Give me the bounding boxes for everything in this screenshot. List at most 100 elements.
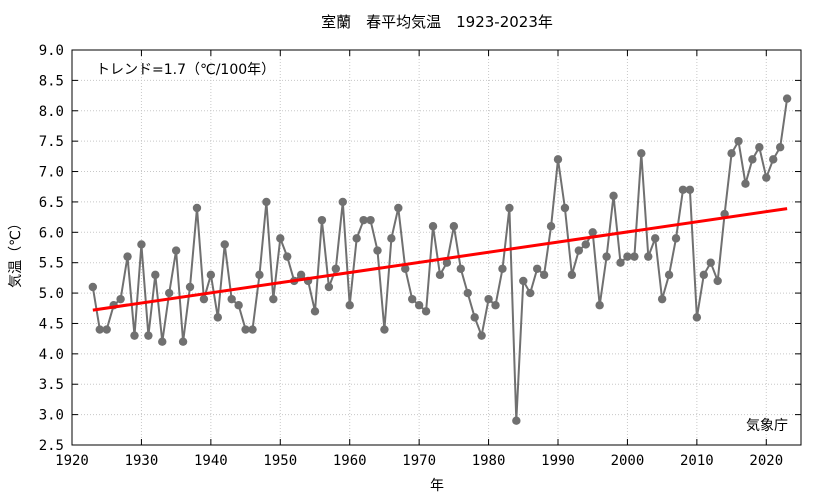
data-point (130, 331, 139, 340)
data-point (428, 222, 438, 231)
data-point (477, 331, 486, 340)
data-point (671, 234, 681, 243)
data-point (206, 270, 216, 280)
data-point (435, 270, 445, 280)
data-point (165, 288, 174, 298)
data-point (151, 270, 160, 280)
data-point (484, 294, 493, 304)
data-point (463, 288, 472, 298)
y-tick-label: 8.0 (39, 104, 64, 120)
y-tick-label: 6.5 (39, 195, 64, 211)
data-point (616, 258, 625, 267)
data-point (470, 313, 479, 322)
data-point (727, 149, 736, 158)
data-point (88, 282, 98, 292)
data-point (394, 203, 403, 213)
data-point (324, 282, 334, 292)
data-point (755, 143, 764, 152)
data-point (248, 325, 257, 334)
y-tick-label: 7.0 (39, 165, 64, 181)
x-tick-label: 1990 (541, 453, 575, 469)
data-point (401, 264, 410, 273)
data-point (116, 294, 125, 304)
data-point (276, 234, 285, 243)
data-point (192, 203, 202, 213)
data-point (345, 301, 354, 310)
y-tick-label: 5.5 (39, 256, 64, 272)
data-point (102, 325, 111, 334)
data-point (456, 264, 465, 273)
data-point (678, 185, 688, 194)
data-point (310, 307, 320, 316)
y-axis-title: 気温（℃） (8, 216, 24, 288)
y-tick-label: 3.5 (39, 377, 64, 393)
data-point (283, 252, 292, 261)
data-point (414, 301, 424, 310)
data-point (560, 203, 570, 213)
data-point (199, 294, 209, 304)
x-tick-label: 1930 (125, 453, 159, 469)
data-point (519, 276, 528, 286)
data-point (685, 185, 695, 194)
data-point (442, 258, 452, 267)
data-point (644, 252, 653, 261)
y-tick-label: 8.5 (39, 73, 64, 89)
x-tick-label: 1920 (55, 453, 89, 469)
y-axis-ticks: 2.5 3.0 3.5 4.0 4.5 5.0 5.5 6.0 6.5 7.0 7.5 8.0 8.5 9… (39, 43, 801, 454)
trend-annotation: トレンド=1.7（℃/100年） (96, 62, 275, 78)
data-point (359, 215, 368, 225)
data-point (123, 252, 132, 261)
x-tick-label: 1980 (472, 453, 506, 469)
data-point (775, 143, 785, 152)
data-point (498, 264, 507, 273)
data-point (664, 270, 674, 280)
x-tick-label: 2010 (680, 453, 714, 469)
data-point (220, 240, 229, 249)
x-tick-label: 1970 (402, 453, 436, 469)
x-axis-ticks: 1920 1930 1940 1950 1960 1970 1980 1990 2000 2010… (55, 50, 783, 469)
data-point (158, 337, 167, 346)
source-label: 気象庁 (746, 418, 788, 434)
data-point (505, 203, 514, 213)
chart-title: 室蘭 春平均気温 1923-2023年 (321, 13, 553, 31)
data-point (651, 234, 660, 243)
data-point (623, 252, 632, 261)
data-point (526, 288, 535, 298)
data-point (574, 246, 584, 255)
y-tick-label: 9.0 (39, 43, 64, 59)
data-point (609, 191, 618, 201)
data-point (449, 222, 459, 231)
y-tick-label: 2.5 (39, 438, 64, 454)
data-point (331, 264, 341, 273)
data-point (782, 94, 792, 103)
data-point (553, 155, 563, 164)
data-point (539, 270, 549, 280)
data-point (567, 270, 577, 280)
data-point (408, 294, 417, 304)
data-point (595, 301, 604, 310)
data-point (734, 136, 743, 146)
data-point (373, 246, 382, 255)
data-point (706, 258, 715, 267)
data-point (387, 234, 396, 243)
data-point (692, 313, 702, 322)
data-point (532, 264, 542, 273)
y-tick-label: 4.0 (39, 347, 64, 363)
y-tick-label: 3.0 (39, 408, 64, 424)
data-point (241, 325, 250, 334)
data-point (637, 149, 646, 158)
data-point (588, 228, 597, 237)
x-tick-label: 2000 (611, 453, 645, 469)
data-point (630, 252, 639, 261)
data-point (512, 416, 521, 425)
data-point (227, 294, 236, 304)
data-point (296, 270, 306, 280)
y-tick-label: 4.5 (39, 316, 64, 332)
trend-line (92, 207, 788, 312)
data-point (234, 301, 243, 310)
data-point (769, 155, 778, 164)
plot-frame (71, 49, 802, 446)
x-tick-label: 1960 (333, 453, 367, 469)
y-tick-label: 7.5 (39, 134, 64, 150)
